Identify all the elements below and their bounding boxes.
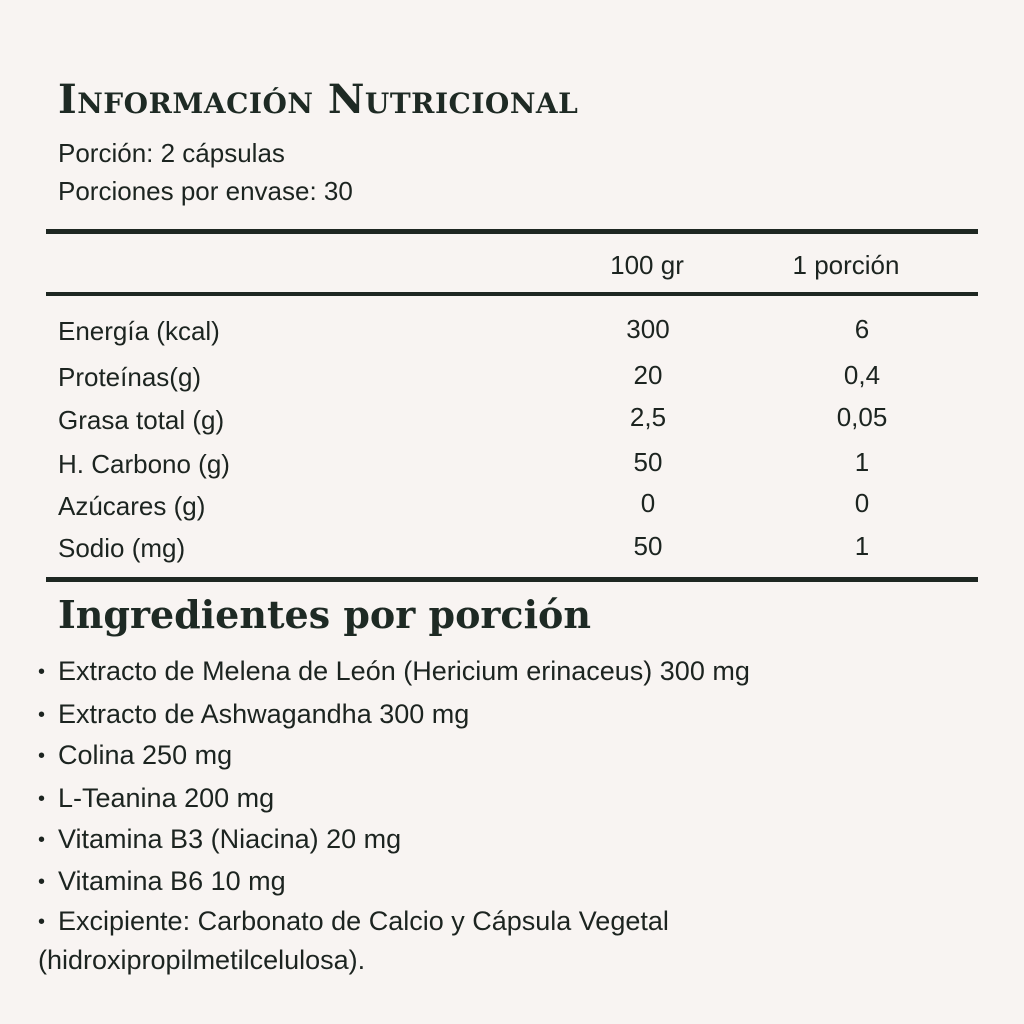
row-label: Sodio (mg) xyxy=(58,533,186,563)
row-value-per-serving: 0,05 xyxy=(836,402,888,432)
ingredient-item: • Excipiente: Carbonato de Calcio y Cápsu… xyxy=(38,902,718,979)
header-rule xyxy=(46,292,978,296)
row-label: Energía (kcal) xyxy=(58,316,220,346)
column-header-100g: 100 gr xyxy=(610,250,684,280)
row-label: Proteínas(g) xyxy=(58,362,202,392)
serving-size: Porción: 2 cápsulas xyxy=(58,138,285,168)
top-rule xyxy=(46,229,978,234)
ingredient-text: Excipiente: Carbonato de Calcio y Cápsul… xyxy=(38,906,669,975)
row-label: Azúcares (g) xyxy=(58,491,206,521)
row-value-100g: 2,5 xyxy=(629,402,667,432)
ingredient-text: L-Teanina 200 mg xyxy=(58,783,275,813)
bullet-icon: • xyxy=(38,911,46,933)
bullet-icon: • xyxy=(38,829,46,851)
row-value-100g: 0 xyxy=(640,488,656,518)
row-value-100g: 50 xyxy=(633,447,663,477)
ingredient-item: • Colina 250 mg xyxy=(38,736,938,775)
row-value-per-serving: 0,4 xyxy=(843,360,881,390)
row-value-per-serving: 1 xyxy=(854,531,870,561)
bullet-icon: • xyxy=(38,871,46,893)
row-value-100g: 300 xyxy=(626,314,670,344)
bullet-icon: • xyxy=(38,788,46,810)
ingredient-item: • Vitamina B3 (Niacina) 20 mg xyxy=(38,820,938,859)
ingredient-text: Vitamina B6 10 mg xyxy=(58,866,286,896)
bottom-rule xyxy=(46,577,978,582)
row-value-per-serving: 0 xyxy=(854,488,870,518)
ingredient-item: • Extracto de Melena de León (Hericium er… xyxy=(38,652,938,691)
ingredient-text: Colina 250 mg xyxy=(58,740,233,770)
row-value-100g: 50 xyxy=(633,531,663,561)
bullet-icon: • xyxy=(38,704,46,726)
ingredients-title: Ingredientes por porción xyxy=(58,592,591,637)
row-value-per-serving: 6 xyxy=(854,314,870,344)
row-value-100g: 20 xyxy=(633,360,663,390)
column-header-per-serving: 1 porción xyxy=(792,250,900,280)
row-label: H. Carbono (g) xyxy=(58,449,230,479)
servings-per-container: Porciones por envase: 30 xyxy=(58,176,353,206)
nutrition-title: Información Nutricional xyxy=(58,76,579,123)
ingredient-item: • Extracto de Ashwagandha 300 mg xyxy=(38,695,938,734)
ingredient-item: • L-Teanina 200 mg xyxy=(38,779,938,818)
ingredient-text: Vitamina B3 (Niacina) 20 mg xyxy=(58,824,402,854)
ingredient-text: Extracto de Melena de León (Hericium eri… xyxy=(58,656,750,686)
row-value-per-serving: 1 xyxy=(854,447,870,477)
bullet-icon: • xyxy=(38,745,46,767)
bullet-icon: • xyxy=(38,661,46,683)
ingredient-text: Extracto de Ashwagandha 300 mg xyxy=(58,699,470,729)
row-label: Grasa total (g) xyxy=(58,405,225,435)
ingredient-item: • Vitamina B6 10 mg xyxy=(38,862,938,901)
